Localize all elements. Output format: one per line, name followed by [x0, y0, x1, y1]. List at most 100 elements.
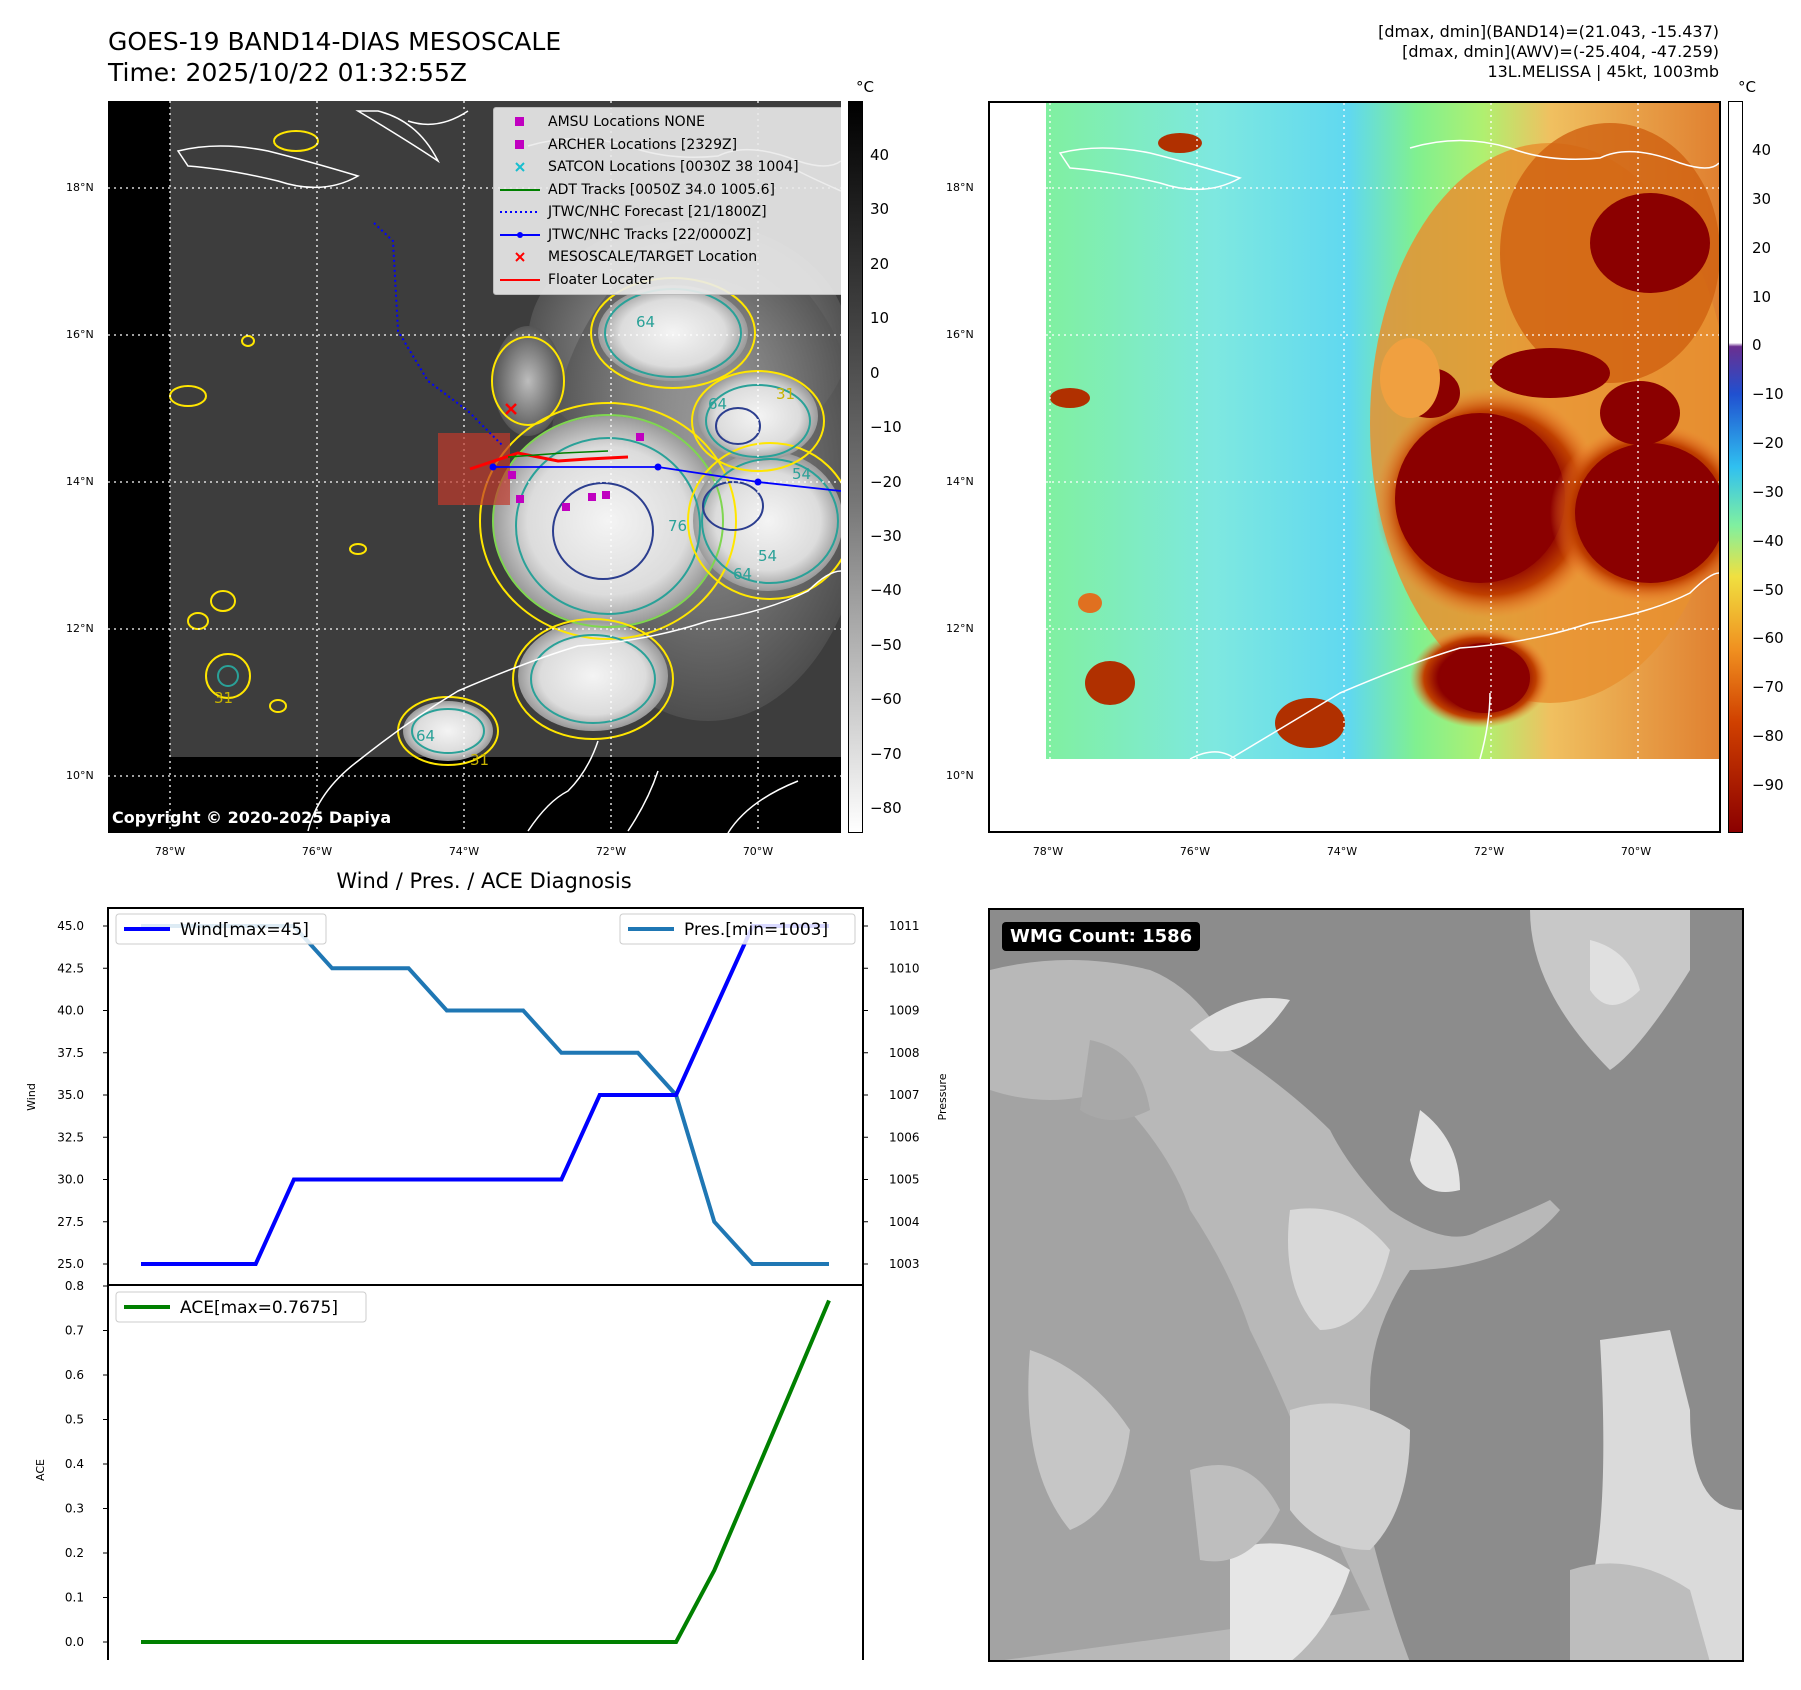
latitude-label: 18°N — [66, 181, 94, 194]
tick-label: 0.8 — [65, 1279, 84, 1293]
stats-block: [dmax, dmin](BAND14)=(21.043, -15.437) [… — [1378, 22, 1719, 82]
legend-row: AMSU Locations NONE — [500, 111, 840, 134]
contour-label-2: 54 — [792, 465, 811, 483]
pressure-legend-label: Pres.[min=1003] — [684, 920, 828, 940]
tick-label: 45.0 — [57, 919, 84, 933]
square-marker-icon — [500, 139, 540, 150]
x-marker-icon — [500, 162, 540, 172]
ace-ticks: 0.8 0.7 0.6 0.5 0.4 0.3 0.2 0.1 0.0 — [65, 1279, 108, 1649]
ir-colorbar-tick-label: −40 — [870, 581, 902, 600]
wmg-panel: WMG Count: 1586 — [988, 908, 1744, 1662]
ir-colorbar-tick-label: −20 — [870, 472, 902, 491]
latitude-label: 14°N — [66, 475, 94, 488]
awv-colorbar — [1728, 101, 1743, 833]
ir-colorbar-tick-label: −60 — [870, 690, 902, 709]
ir-colorbar-tick-label: −10 — [870, 418, 902, 437]
ir-colorbar-tick-label: −30 — [870, 526, 902, 545]
contour-label-4: 76 — [668, 517, 687, 535]
title-line-1: GOES-19 BAND14-DIAS MESOSCALE — [108, 27, 562, 56]
awv-colorbar-tick-label: −50 — [1752, 580, 1784, 599]
legend-label: JTWC/NHC Tracks [22/0000Z] — [548, 226, 752, 243]
tick-label: 42.5 — [57, 961, 84, 975]
contour-label-5: 64 — [733, 565, 752, 583]
ace-legend-label: ACE[max=0.7675] — [180, 1298, 338, 1318]
awv-map-panel — [988, 101, 1721, 833]
contour-label-1: 64 — [708, 395, 727, 413]
diagnosis-chart: Wind / Pres. / ACE Diagnosis Wind Pressu… — [25, 869, 949, 1660]
awv-colorbar-tick-label: 10 — [1752, 287, 1772, 306]
ir-colorbar-tick-label: 0 — [870, 363, 880, 382]
ace-axis-label: ACE — [34, 1459, 47, 1481]
pressure-legend: Pres.[min=1003] — [619, 913, 856, 945]
longitude-label: 74°W — [1326, 845, 1358, 858]
ace-line — [141, 1299, 831, 1644]
ir-colorbar-unit: °C — [856, 78, 874, 96]
tick-label: 0.5 — [65, 1413, 84, 1427]
contour-label-8: 31 — [470, 751, 489, 769]
wind-axis-label: Wind — [25, 1083, 38, 1111]
longitude-label: 70°W — [742, 845, 774, 858]
ir-map-legend: AMSU Locations NONE ARCHER Locations [23… — [493, 107, 841, 295]
square-marker-icon — [500, 117, 540, 127]
latitude-label: 10°N — [946, 769, 974, 782]
tick-label: 37.5 — [57, 1046, 84, 1060]
legend-label: Floater Locater — [548, 271, 654, 288]
tick-label: 0.6 — [65, 1368, 84, 1382]
ir-colorbar-tick-label: −70 — [870, 744, 902, 763]
longitude-label: 74°W — [448, 845, 480, 858]
pressure-axis-label: Pressure — [936, 1073, 949, 1120]
longitude-label: 72°W — [1473, 845, 1505, 858]
ir-colorbar-tick-label: −50 — [870, 635, 902, 654]
contour-label-7: 64 — [416, 727, 435, 745]
tick-label: 32.5 — [57, 1130, 84, 1144]
latitude-label: 12°N — [66, 622, 94, 635]
contour-label-0: 64 — [636, 313, 655, 331]
awv-colorbar-tick-label: −80 — [1752, 727, 1784, 746]
awv-colorbar-unit: °C — [1738, 78, 1756, 96]
latitude-label: 14°N — [946, 475, 974, 488]
tick-label: 1006 — [889, 1130, 920, 1144]
wind-legend: Wind[max=45] — [115, 913, 327, 945]
latitude-label: 10°N — [66, 769, 94, 782]
awv-colorbar-tick-label: −70 — [1752, 678, 1784, 697]
legend-label: ARCHER Locations [2329Z] — [548, 136, 738, 153]
latitude-label: 16°N — [66, 328, 94, 341]
main-title: GOES-19 BAND14-DIAS MESOSCALE Time: 2025… — [108, 26, 561, 88]
legend-label: JTWC/NHC Forecast [21/1800Z] — [548, 204, 767, 221]
legend-row: MESOSCALE/TARGET Location — [500, 246, 840, 269]
latitude-label: 12°N — [946, 622, 974, 635]
tick-label: 1011 — [889, 919, 920, 933]
legend-row: ADT Tracks [0050Z 34.0 1005.6] — [500, 179, 840, 202]
tick-label: 25.0 — [57, 1257, 84, 1271]
tick-label: 1009 — [889, 1004, 920, 1018]
awv-colorbar-tick-label: −90 — [1752, 776, 1784, 794]
forecast-track — [373, 222, 504, 447]
tick-label: 0.3 — [65, 1502, 84, 1516]
pressure-ticks: 1011 1010 1009 1008 1007 1006 1005 1004 1003 — [863, 919, 920, 1271]
tick-label: 0.2 — [65, 1546, 84, 1560]
tick-label: 1010 — [889, 961, 920, 975]
tick-label: 1003 — [889, 1257, 920, 1271]
contour-label-6: 54 — [758, 547, 777, 565]
ace-axes — [107, 1284, 864, 1660]
storm-info: 13L.MELISSA | 45kt, 1003mb — [1487, 62, 1719, 81]
dotted-line-icon — [500, 209, 540, 215]
latitude-label: 18°N — [946, 181, 974, 194]
stats-awv: [dmax, dmin](AWV)=(-25.404, -47.259) — [1402, 42, 1719, 61]
legend-label: ADT Tracks [0050Z 34.0 1005.6] — [548, 181, 775, 198]
wmg-count-badge: WMG Count: 1586 — [1002, 922, 1201, 951]
legend-row: Floater Locater — [500, 269, 840, 292]
legend-label: AMSU Locations NONE — [548, 114, 706, 131]
contour-label-9: 31 — [214, 689, 233, 707]
line-marker-icon — [500, 187, 540, 193]
awv-colorbar-tick-label: 0 — [1752, 336, 1762, 355]
awv-colorbar-tick-label: −20 — [1752, 434, 1784, 453]
ir-colorbar — [848, 101, 863, 833]
x-marker-icon — [500, 252, 540, 262]
longitude-label: 72°W — [595, 845, 627, 858]
awv-map-svg — [1046, 103, 1719, 764]
awv-colorbar-tick-label: −60 — [1752, 629, 1784, 648]
ir-nodata-left — [108, 101, 170, 833]
awv-colorbar-tick-label: −40 — [1752, 531, 1784, 550]
wind-legend-label: Wind[max=45] — [180, 920, 309, 940]
